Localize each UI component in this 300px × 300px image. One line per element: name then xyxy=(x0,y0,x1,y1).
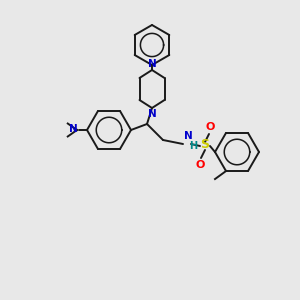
Text: N: N xyxy=(184,131,193,141)
Text: S: S xyxy=(200,139,209,152)
Text: H: H xyxy=(189,141,197,151)
Text: O: O xyxy=(205,122,215,132)
Text: N: N xyxy=(148,109,156,119)
Text: N: N xyxy=(148,59,156,69)
Text: N: N xyxy=(69,124,78,134)
Text: O: O xyxy=(195,160,205,170)
